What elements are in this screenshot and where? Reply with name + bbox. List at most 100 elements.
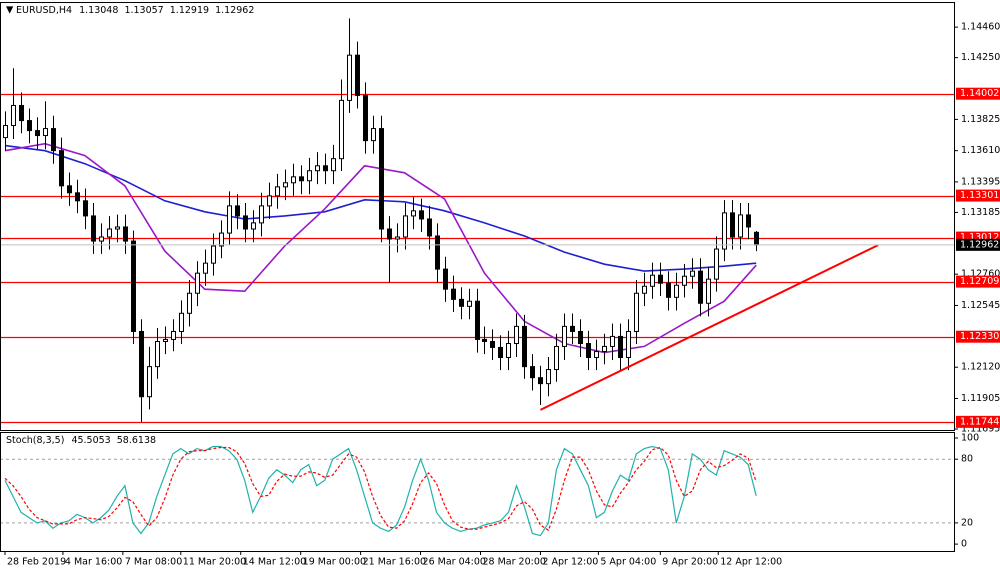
candle-body bbox=[259, 205, 264, 224]
candle-body bbox=[443, 268, 448, 290]
candle-body bbox=[299, 176, 304, 182]
candle-body bbox=[107, 228, 112, 238]
x-tick-label: 4 Mar 16:00 bbox=[65, 557, 122, 568]
candle-body bbox=[315, 165, 320, 172]
level-label: 1.14002 bbox=[960, 88, 999, 99]
x-tick-label: 11 Mar 20:00 bbox=[183, 557, 246, 568]
stoch-d-value: 58.6138 bbox=[117, 435, 156, 446]
x-tick-label: 9 Apr 20:00 bbox=[662, 557, 718, 568]
candle-body bbox=[347, 54, 352, 101]
main-panel-frame bbox=[0, 2, 955, 431]
candle-body bbox=[459, 298, 464, 307]
candle-body bbox=[43, 128, 48, 137]
header-close: 1.12962 bbox=[215, 5, 254, 16]
x-tick-label: 28 Mar 20:00 bbox=[482, 557, 545, 568]
candle-body bbox=[155, 340, 160, 368]
candle-body bbox=[51, 128, 56, 152]
candle-body bbox=[746, 214, 751, 228]
x-tick-label: 12 Apr 12:00 bbox=[720, 557, 782, 568]
moving-average bbox=[4, 142, 757, 354]
candle-body bbox=[235, 205, 240, 217]
candle-body bbox=[538, 377, 543, 385]
candle-body bbox=[203, 262, 208, 274]
stoch-y-tick-label: 20 bbox=[961, 517, 973, 528]
stoch-y-tick-label: 0 bbox=[961, 539, 967, 550]
candle-body bbox=[395, 236, 400, 240]
candle-body bbox=[219, 232, 224, 247]
level-label: 1.12709 bbox=[960, 276, 999, 287]
candle-body bbox=[682, 275, 687, 286]
candle-body bbox=[427, 218, 432, 237]
menu-arrow: ▼ bbox=[6, 5, 14, 16]
level-label-box bbox=[956, 189, 1000, 202]
level-label: 1.11744 bbox=[960, 416, 999, 427]
candle-body bbox=[403, 215, 408, 238]
y-tick-label: 1.13825 bbox=[961, 114, 1000, 125]
candle-body bbox=[490, 340, 495, 348]
candle-body bbox=[291, 176, 296, 184]
symbol-header: EURUSD,H4 1.13048 1.13057 1.12919 1.1296… bbox=[16, 5, 254, 16]
candle-body bbox=[738, 214, 743, 238]
candle-body bbox=[379, 128, 384, 230]
candle-body bbox=[363, 94, 368, 142]
plot-layer bbox=[0, 18, 955, 537]
x-tick-label: 7 Mar 08:00 bbox=[125, 557, 182, 568]
candle-body bbox=[634, 292, 639, 332]
candle-body bbox=[267, 195, 272, 207]
x-tick-label: 28 Feb 2019 bbox=[7, 557, 66, 568]
x-tick-label: 19 Mar 00:00 bbox=[303, 557, 366, 568]
candle-body bbox=[195, 272, 200, 294]
candle-body bbox=[11, 104, 16, 127]
candle-body bbox=[227, 205, 232, 234]
candle-body bbox=[698, 270, 703, 304]
candle-body bbox=[75, 192, 80, 202]
candle-body bbox=[475, 300, 480, 340]
candle-body bbox=[451, 288, 456, 300]
main-panel bbox=[0, 18, 955, 424]
candle-body bbox=[331, 158, 336, 172]
header-open: 1.13048 bbox=[79, 5, 118, 16]
candle-body bbox=[506, 343, 511, 358]
y-tick-label: 1.11695 bbox=[961, 423, 1000, 434]
stoch-y-tick-label: 80 bbox=[961, 454, 973, 465]
level-label-box bbox=[956, 415, 1000, 428]
candle-body bbox=[99, 236, 104, 242]
y-tick-label: 1.13610 bbox=[961, 145, 1000, 156]
x-tick-label: 5 Apr 04:00 bbox=[600, 557, 656, 568]
candle-body bbox=[419, 210, 424, 220]
candle-body bbox=[339, 99, 344, 160]
symbol: EURUSD,H4 bbox=[16, 5, 72, 16]
y-tick-label: 1.13185 bbox=[961, 207, 1000, 218]
candle-body bbox=[179, 312, 184, 332]
candle-body bbox=[387, 228, 392, 240]
candle-body bbox=[371, 128, 376, 142]
candle-body bbox=[730, 212, 735, 238]
level-label-box bbox=[956, 87, 1000, 100]
level-label-box bbox=[956, 275, 1000, 288]
candle-body bbox=[658, 274, 663, 284]
candle-body bbox=[323, 165, 328, 172]
candle-body bbox=[714, 248, 719, 280]
y-tick-label: 1.14460 bbox=[961, 22, 1000, 33]
candle-body bbox=[139, 330, 144, 398]
candle-body bbox=[674, 284, 679, 298]
candle-body bbox=[67, 185, 72, 194]
stoch-panel-frame bbox=[0, 432, 955, 552]
trend-line bbox=[539, 244, 879, 411]
candle-body bbox=[83, 200, 88, 217]
candle-body bbox=[722, 212, 727, 250]
candle-body bbox=[187, 292, 192, 314]
candle-body bbox=[147, 366, 152, 398]
candle-body bbox=[546, 369, 551, 385]
candle-body bbox=[602, 345, 607, 353]
header-low: 1.12919 bbox=[170, 5, 209, 16]
candle-body bbox=[163, 338, 168, 342]
candle-body bbox=[467, 300, 472, 307]
candle-body bbox=[307, 170, 312, 182]
y-tick-label: 1.12760 bbox=[961, 269, 1000, 280]
candle-body bbox=[243, 215, 248, 230]
candle-body bbox=[275, 186, 280, 197]
candle-body bbox=[435, 235, 440, 270]
candle-body bbox=[411, 210, 416, 217]
candle-body bbox=[594, 351, 599, 358]
